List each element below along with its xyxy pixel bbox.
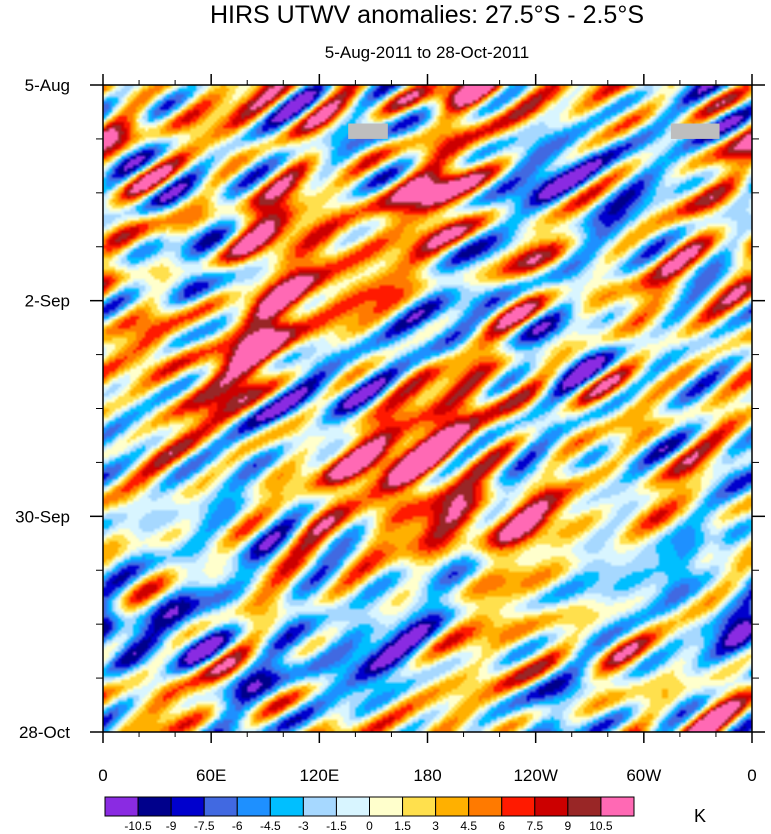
colorbar-swatch [402,796,437,817]
colorbar-label: -7.5 [194,819,215,833]
colorbar-swatch [203,796,238,817]
colorbar-swatch [600,796,635,817]
colorbar-swatch [369,796,404,817]
y-axis: 5-Aug 2-Sep 30-Sep 28-Oct [15,76,765,742]
x-tick-label: 60E [196,766,226,785]
x-tick-label: 120W [513,766,557,785]
colorbar-label: -4.5 [260,819,281,833]
missing-data-layer [348,123,720,139]
colorbar-label: 6 [498,819,505,833]
colorbar-swatch [104,796,139,817]
y-tick-label: 5-Aug [25,76,70,95]
colorbar-swatch [269,796,304,817]
chart-title: HIRS UTWV anomalies: 27.5°S - 2.5°S [210,1,644,29]
colorbar-label: 9 [565,819,572,833]
chart-subtitle: 5-Aug-2011 to 28-Oct-2011 [325,43,529,62]
x-tick-label: 0 [747,766,756,785]
colorbar-label: -9 [166,819,177,833]
y-tick-label: 2-Sep [25,292,70,311]
colorbar-label: 10.5 [589,819,613,833]
colorbar-swatch [302,796,337,817]
colorbar: -10.5 -9 -7.5 -6 -4.5 -3 -1.5 0 1.5 3 4.5 6 7.5 9 10.5 [104,796,635,833]
y-tick-label: 30-Sep [15,507,70,526]
colorbar-swatch [468,796,503,817]
colorbar-swatch [236,796,271,817]
plot-area [102,84,753,733]
colorbar-label: -6 [232,819,243,833]
colorbar-swatch [137,796,172,817]
anomaly-field [103,85,752,732]
colorbar-swatch [435,796,470,817]
colorbar-label: 3 [432,819,439,833]
colorbar-swatch [534,796,569,817]
colorbar-swatch [170,796,205,817]
x-tick-label: 60W [626,766,661,785]
colorbar-label: 1.5 [394,819,411,833]
colorbar-units: K [694,806,706,826]
x-tick-label: 120E [299,766,339,785]
colorbar-label: 7.5 [526,819,543,833]
colorbar-label: 0 [366,819,373,833]
x-axis: 0 60E 120E 180 120W 60W 0 [98,74,757,785]
missing-data-patch [670,123,720,139]
missing-data-patch [348,123,388,139]
colorbar-swatch [501,796,536,817]
colorbar-label: -3 [298,819,309,833]
colorbar-label: -10.5 [124,819,152,833]
colorbar-label: -1.5 [326,819,347,833]
colorbar-swatch [567,796,602,817]
x-tick-label: 180 [413,766,441,785]
x-tick-label: 0 [98,766,107,785]
colorbar-label: 4.5 [460,819,477,833]
colorbar-swatch [335,796,370,817]
y-tick-label: 28-Oct [19,723,70,742]
